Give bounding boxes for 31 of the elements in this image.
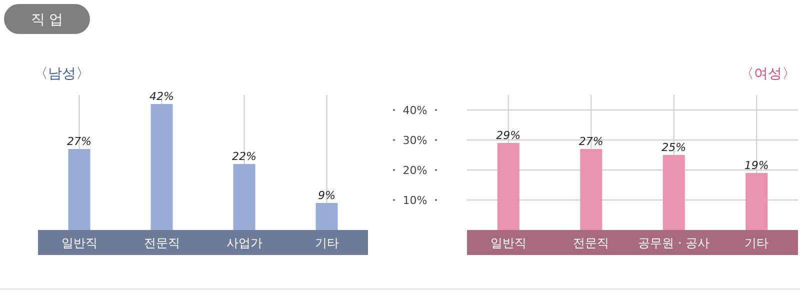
x-tick-label: 전문직 — [573, 236, 610, 250]
data-label: 42% — [150, 90, 174, 103]
data-label: 29% — [496, 129, 521, 142]
x-tick-label: 일반직 — [61, 236, 98, 250]
data-label: 27% — [67, 135, 92, 148]
bar — [746, 173, 768, 230]
bar — [316, 203, 338, 230]
chart-title: 직 업 — [30, 12, 64, 28]
x-tick-label: 전문직 — [144, 236, 180, 250]
chart-subtitle: 〈남성〉 — [34, 66, 90, 82]
bar — [497, 143, 520, 230]
data-label: 22% — [232, 150, 256, 163]
data-label: 27% — [578, 135, 604, 148]
y-tick-label: 20% — [402, 164, 428, 177]
x-tick-label: 기타 — [744, 236, 769, 250]
bar — [68, 149, 90, 230]
bar — [233, 164, 256, 230]
x-tick-label: 사업가 — [226, 236, 262, 250]
x-tick-label: 공무원 · 공사 — [638, 236, 710, 250]
bar — [662, 155, 685, 230]
chart-subtitle: 〈여성〉 — [740, 66, 796, 82]
y-tick-label: 30% — [402, 134, 428, 147]
x-tick-label: 일반직 — [490, 236, 526, 250]
y-tick-label: 40% — [402, 104, 428, 117]
data-label: 9% — [318, 189, 336, 202]
data-label: 19% — [744, 159, 769, 172]
y-tick-label: 10% — [402, 194, 428, 207]
data-label: 25% — [662, 141, 686, 154]
bar — [580, 149, 602, 230]
x-tick-label: 기타 — [314, 236, 339, 250]
bar — [150, 104, 173, 230]
